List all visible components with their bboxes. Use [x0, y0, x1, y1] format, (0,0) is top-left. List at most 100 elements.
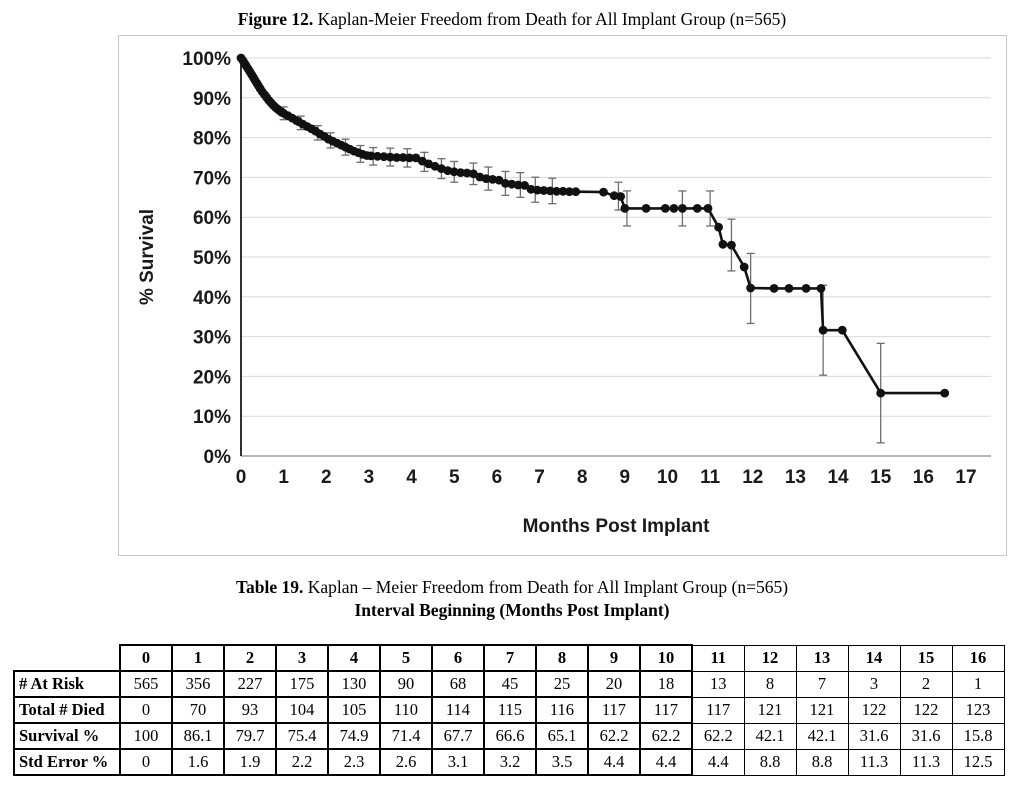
table-cell: 175 [275, 670, 329, 698]
data-point-marker [660, 204, 670, 213]
month-column-header: 16 [951, 644, 1005, 672]
month-column-header: 9 [587, 644, 641, 672]
table-cell: 42.1 [743, 722, 797, 750]
data-point-marker [481, 174, 491, 184]
data-point-marker [609, 191, 619, 201]
table-cell: 117 [639, 696, 693, 724]
table-caption-line2: Interval Beginning (Months Post Implant) [354, 600, 670, 620]
table-caption-text: Kaplan – Meier Freedom from Death for Al… [303, 577, 789, 597]
table-cell: 2.3 [327, 748, 381, 776]
month-column-header: 7 [483, 644, 537, 672]
table-cell: 93 [223, 696, 277, 724]
month-column-header: 10 [639, 644, 693, 672]
data-point-marker [727, 240, 736, 250]
data-point-marker [392, 153, 402, 162]
row-label: Total # Died [13, 696, 121, 724]
table-cell: 62.2 [639, 722, 693, 750]
table-cell: 75.4 [275, 722, 329, 750]
y-tick-label: 60% [193, 208, 231, 229]
data-point-marker [714, 222, 723, 232]
table-cell: 15.8 [951, 722, 1005, 750]
data-point-marker [545, 186, 555, 196]
table-cell: 62.2 [691, 722, 745, 750]
table-row: Total # Died 0 70 93 104 105 110 114 115 116 117 11… [13, 696, 1005, 724]
data-point-marker [488, 175, 497, 184]
data-point-marker [818, 325, 828, 335]
table-cell: 565 [119, 670, 173, 698]
data-point-marker [379, 152, 389, 162]
figure-caption-label: Figure 12. [237, 9, 314, 29]
table-cell: 4.4 [691, 748, 745, 776]
data-point-marker [620, 204, 630, 213]
table-cell: 117 [587, 696, 641, 724]
data-point-marker [940, 388, 950, 398]
table-cell: 116 [535, 696, 589, 724]
data-point-marker [703, 204, 713, 213]
table-cell: 4.4 [587, 748, 641, 776]
table-row: # At Risk 565 356 227 175 130 90 68 45 25 20 18 13 8 7… [13, 670, 1005, 698]
table-cell: 104 [275, 696, 329, 724]
x-tick-label: 6 [492, 467, 503, 488]
data-point-marker [520, 181, 529, 190]
month-column-header: 15 [899, 644, 953, 672]
table-cell: 130 [327, 670, 381, 698]
data-point-marker [552, 186, 561, 196]
table-cell: 8 [743, 670, 797, 698]
table-cell: 1.9 [223, 748, 277, 776]
table-caption: Table 19. Kaplan – Meier Freedom from De… [0, 576, 1024, 622]
table-caption-label: Table 19. [235, 577, 304, 597]
table-cell: 3.2 [483, 748, 537, 776]
y-tick-label: 70% [193, 168, 231, 189]
data-point-marker [507, 179, 517, 189]
y-tick-label: 50% [193, 248, 231, 269]
table-cell: 11.3 [899, 748, 953, 776]
table-cell: 20 [587, 670, 641, 698]
table-cell: 42.1 [795, 722, 849, 750]
table-cell: 79.7 [223, 722, 277, 750]
table-19-header: 0 1 2 3 4 5 6 7 8 9 10 11 12 13 14 15 16 [14, 644, 1005, 672]
table-cell: 7 [795, 670, 849, 698]
table-cell: 105 [327, 696, 381, 724]
data-point-marker [373, 151, 382, 161]
table-cell: 115 [483, 696, 537, 724]
x-tick-label: 12 [742, 467, 763, 488]
data-point-marker [571, 187, 581, 197]
x-tick-label: 0 [236, 467, 247, 488]
table-cell: 227 [223, 670, 277, 698]
table-cell: 110 [379, 696, 433, 724]
month-column-header: 11 [691, 644, 745, 672]
data-point-marker [462, 168, 472, 178]
month-column-header: 12 [743, 644, 797, 672]
y-tick-label: 90% [193, 89, 231, 110]
table-cell: 114 [431, 696, 485, 724]
table-cell: 2.2 [275, 748, 329, 776]
month-column-header: 6 [431, 644, 485, 672]
y-tick-label: 100% [182, 49, 231, 70]
x-tick-label: 15 [870, 467, 892, 488]
x-axis-title: Months Post Implant [523, 516, 711, 537]
table-cell: 25 [535, 670, 589, 698]
x-tick-label: 11 [700, 467, 721, 488]
month-column-header: 2 [223, 644, 277, 672]
table-caption-line1: Table 19. Kaplan – Meier Freedom from De… [0, 576, 1024, 599]
x-tick-label: 7 [534, 467, 545, 488]
data-point-marker [405, 153, 414, 163]
figure-caption: Figure 12. Kaplan-Meier Freedom from Dea… [0, 8, 1024, 30]
table-19: 0 1 2 3 4 5 6 7 8 9 10 11 12 13 14 15 16 # At Risk 565 356… [13, 644, 1005, 776]
km-chart: 0%10%20%30%40%50%60%70%80%90%100%0 1 2 3 4 5 6… [137, 49, 991, 537]
table-cell: 68 [431, 670, 485, 698]
x-tick-label: 17 [955, 467, 976, 488]
table-cell: 0 [119, 696, 173, 724]
x-tick-label: 4 [406, 467, 417, 488]
data-point-marker [739, 262, 749, 272]
data-point-marker [746, 283, 755, 293]
km-chart-frame: 0% 10% 20% 30% 40% 50% 60% 70% 80% 90% 100% 0 1 2 3 4 5 6… [118, 35, 1007, 556]
table-cell: 3.1 [431, 748, 485, 776]
table-cell: 121 [795, 696, 849, 724]
y-tick-label: 0% [204, 447, 232, 468]
month-column-header: 4 [327, 644, 381, 672]
x-tick-label: 2 [321, 467, 332, 488]
table-cell: 100 [119, 722, 173, 750]
month-column-header: 3 [275, 644, 329, 672]
table-cell: 18 [639, 670, 693, 698]
